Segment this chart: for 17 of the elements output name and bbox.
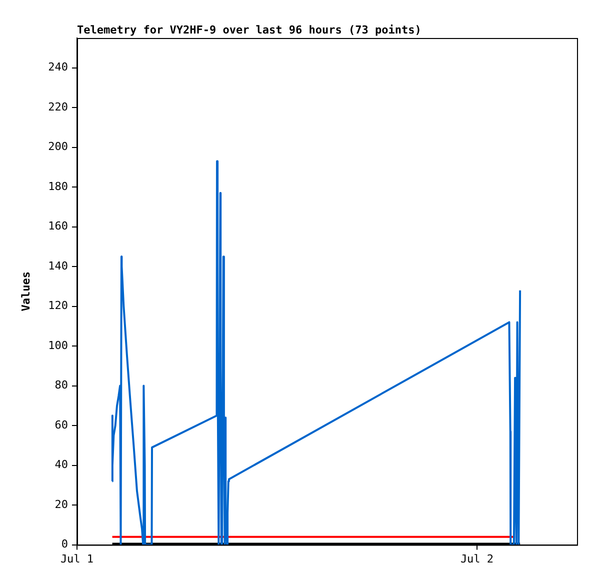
y-tick-label: 140 [48, 259, 68, 272]
x-tick-label: Jul 1 [60, 552, 94, 566]
y-tick-label: 120 [48, 299, 68, 312]
chart-title: Telemetry for VY2HF-9 over last 96 hours (73 points) [77, 23, 422, 36]
y-tick-label: 80 [54, 378, 68, 392]
y-tick-label: 240 [48, 60, 68, 74]
y-axis-title: Values [19, 272, 32, 312]
y-tick-label: 60 [54, 418, 68, 432]
y-tick-label: 160 [48, 220, 68, 233]
y-tick-label: 0 [61, 538, 68, 551]
x-tick-label: Jul 2 [460, 552, 494, 566]
y-tick-label: 180 [48, 180, 68, 193]
y-tick-label: 200 [48, 140, 68, 154]
y-tick-label: 220 [48, 100, 68, 114]
y-tick-label: 40 [54, 458, 68, 472]
y-tick-label: 100 [48, 338, 68, 352]
y-tick-label: 20 [54, 498, 68, 511]
